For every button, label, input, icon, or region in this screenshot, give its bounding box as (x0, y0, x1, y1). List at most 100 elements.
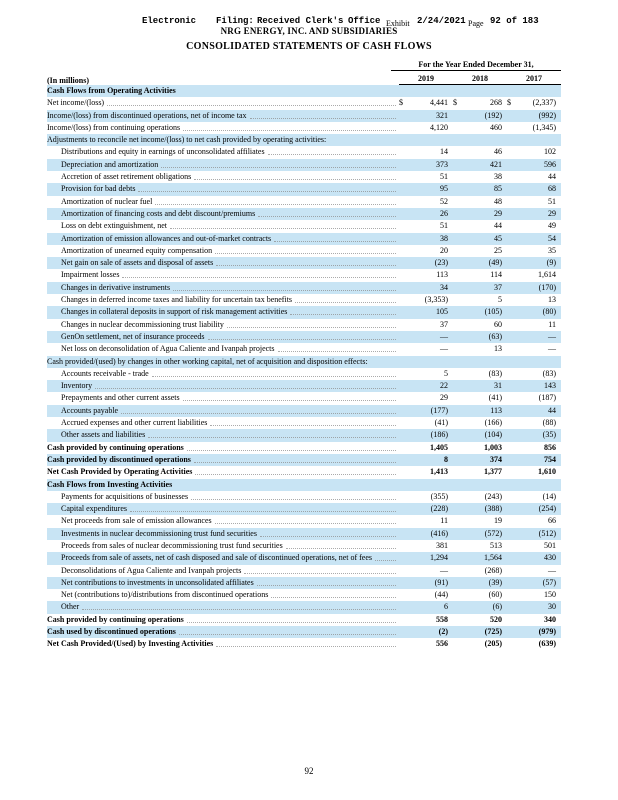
value: 51 (548, 196, 556, 206)
stamp-word-filing: Filing: (216, 16, 254, 26)
row-values: (23) (49) (9) (399, 257, 561, 269)
value-cell-2019: 52 (399, 196, 453, 208)
value: (992) (538, 110, 556, 120)
value: 25 (494, 245, 502, 255)
row-values: 5 (83) (83) (399, 368, 561, 380)
dotted-leader (207, 331, 396, 340)
value-cell-2017 (507, 479, 561, 491)
row-label: Accrued expenses and other current liabi… (61, 418, 208, 428)
value-cell-2018: 1,377 (453, 466, 507, 478)
value: 29 (494, 208, 502, 218)
row-values (399, 134, 561, 146)
row-values: 1,413 1,377 1,610 (399, 466, 561, 478)
value: 37 (440, 319, 448, 329)
row-label: Amortization of unearned equity compensa… (61, 245, 213, 255)
value: 26 (440, 208, 448, 218)
value-cell-2019: (355) (399, 491, 453, 503)
row-values: $4,441 $268 $ (2,337) (399, 97, 561, 109)
value-cell-2018: 37 (453, 282, 507, 294)
value-cell-2018: 25 (453, 245, 507, 257)
value-cell-2018: (63) (453, 331, 507, 343)
table-row: Amortization of unearned equity compensa… (47, 245, 561, 257)
row-label: Cash provided by continuing operations (47, 442, 184, 452)
value: 51 (440, 221, 448, 231)
row-label: Net contributions to investments in unco… (61, 577, 254, 587)
value: (60) (488, 590, 502, 600)
value: 34 (440, 282, 448, 292)
value: 4,120 (430, 122, 448, 132)
value-cell-2017: — (507, 331, 561, 343)
value: (44) (434, 590, 448, 600)
row-label: Cash provided/(used) by changes in other… (47, 356, 368, 366)
value: 373 (436, 159, 448, 169)
table-body: Cash Flows from Operating Activities Net … (47, 85, 561, 651)
value: 268 (490, 98, 502, 108)
value-cell-2019: 14 (399, 146, 453, 158)
value: 13 (494, 344, 502, 354)
row-values: (228) (388) (254) (399, 503, 561, 515)
value-cell-2017: — (507, 565, 561, 577)
value-cell-2019: (44) (399, 589, 453, 601)
row-values: (177) 113 44 (399, 405, 561, 417)
value: (388) (484, 504, 502, 514)
value-cell-2018: (725) (453, 626, 507, 638)
row-values: 51 38 44 (399, 171, 561, 183)
table-row: Net (contributions to)/distributions fro… (47, 589, 561, 601)
row-values: 14 46 102 (399, 146, 561, 158)
row-values: 95 85 68 (399, 183, 561, 195)
row-label: Accounts receivable - trade (61, 368, 149, 378)
dollar-sign: $ (399, 98, 403, 108)
value: 11 (548, 319, 556, 329)
value: 754 (544, 454, 556, 464)
dotted-leader (129, 503, 396, 513)
value-cell-2018: (166) (453, 417, 507, 429)
value-cell-2019: 51 (399, 220, 453, 232)
value-cell-2017: (88) (507, 417, 561, 429)
row-values: 1,405 1,003 856 (399, 442, 561, 454)
row-values: (3,353) 5 13 (399, 294, 561, 306)
value: 38 (440, 233, 448, 243)
value: 1,003 (484, 442, 502, 452)
row-label: Amortization of emission allowances and … (61, 233, 272, 243)
value: 37 (494, 282, 502, 292)
value-cell-2019: (416) (399, 528, 453, 540)
table-row: Cash provided by discontinued operations… (47, 453, 561, 467)
exhibit-label: Exhibit (386, 19, 410, 28)
value: (83) (488, 368, 502, 378)
row-values: — 13 — (399, 343, 561, 355)
value: 460 (490, 122, 502, 132)
value-cell-2019: $4,441 (399, 97, 453, 109)
stamp-page-count: 92 of 183 (490, 16, 539, 26)
value-cell-2018: 513 (453, 540, 507, 552)
value: (979) (538, 627, 556, 637)
dotted-leader (151, 368, 396, 377)
row-label: Cash Flows from Investing Activities (47, 479, 173, 489)
value-cell-2018: 421 (453, 159, 507, 171)
value: (572) (484, 528, 502, 538)
row-label: Proceeds from sale of assets, net of cas… (61, 553, 373, 563)
value-cell-2019: (3,353) (399, 294, 453, 306)
value-cell-2019: 34 (399, 282, 453, 294)
value: (170) (538, 282, 556, 292)
value: 520 (490, 614, 502, 624)
row-label: Depreciation and amortization (61, 159, 159, 169)
table-row: Cash provided by continuing operations 55… (47, 614, 561, 626)
dotted-leader (191, 491, 396, 500)
row-values (399, 479, 561, 491)
row-label: Loss on debt extinguishment, net (61, 221, 167, 231)
value: 46 (494, 147, 502, 157)
value-cell-2018: (388) (453, 503, 507, 515)
value: 340 (544, 614, 556, 624)
value-cell-2018 (453, 134, 507, 146)
units-label: (In millions) (47, 76, 90, 85)
dotted-leader (277, 343, 396, 353)
value-cell-2019: — (399, 565, 453, 577)
value: 52 (440, 196, 448, 206)
value-cell-2018: 113 (453, 405, 507, 417)
table-row: Payments for acquisitions of businesses (… (47, 491, 561, 503)
value: 501 (544, 540, 556, 550)
value-cell-2019 (399, 356, 453, 368)
value: (228) (430, 504, 448, 514)
table-row: Income/(loss) from continuing operations… (47, 122, 561, 134)
value: 1,294 (430, 553, 448, 563)
